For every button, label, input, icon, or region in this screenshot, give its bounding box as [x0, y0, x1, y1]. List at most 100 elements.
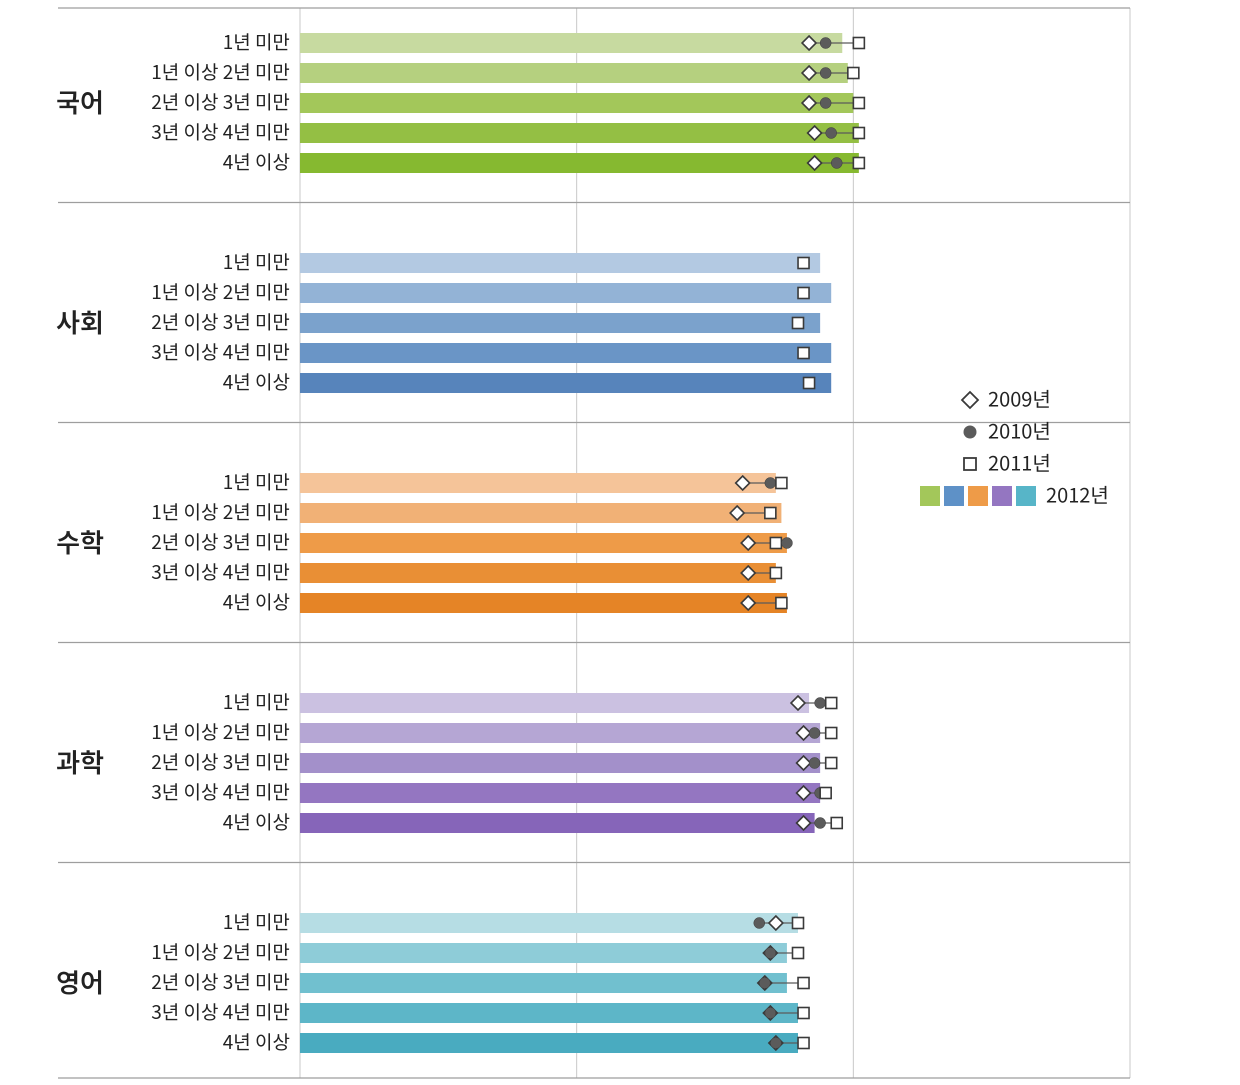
- marker-2010: [759, 978, 770, 989]
- row-label: 1년 이상 2년 미만: [151, 278, 290, 305]
- row-label: 4년 이상: [223, 148, 290, 175]
- marker-2011: [820, 788, 831, 799]
- bar-2012: [300, 943, 787, 963]
- legend-icon-2011: [964, 458, 976, 470]
- bar-2012: [300, 753, 820, 773]
- row-label: 1년 미만: [223, 468, 290, 495]
- marker-2011: [793, 318, 804, 329]
- row-label: 2년 이상 3년 미만: [151, 88, 290, 115]
- row-label: 1년 미만: [223, 688, 290, 715]
- group-label: 영어: [56, 963, 104, 1000]
- legend-swatch-2012: [992, 486, 1012, 506]
- row-label: 1년 미만: [223, 28, 290, 55]
- marker-2011: [776, 478, 787, 489]
- row-label: 4년 이상: [223, 1028, 290, 1055]
- legend-swatch-2012: [944, 486, 964, 506]
- bar-2012: [300, 93, 853, 113]
- marker-2011: [853, 158, 864, 169]
- row-label: 1년 이상 2년 미만: [151, 498, 290, 525]
- marker-2011: [770, 568, 781, 579]
- bar-2012: [300, 693, 809, 713]
- bar-2012: [300, 63, 848, 83]
- marker-2010: [820, 68, 831, 79]
- row-label: 4년 이상: [223, 368, 290, 395]
- marker-2011: [770, 538, 781, 549]
- marker-2011: [776, 598, 787, 609]
- marker-2010: [826, 128, 837, 139]
- bar-2012: [300, 123, 859, 143]
- group-label: 과학: [56, 743, 104, 780]
- marker-2011: [793, 918, 804, 929]
- bar-2012: [300, 1033, 798, 1053]
- marker-2010: [809, 728, 820, 739]
- bar-2012: [300, 503, 781, 523]
- marker-2011: [798, 348, 809, 359]
- marker-2011: [826, 698, 837, 709]
- row-label: 3년 이상 4년 미만: [151, 338, 290, 365]
- legend-icon-2010: [964, 426, 977, 439]
- bar-2012: [300, 593, 787, 613]
- marker-2011: [826, 728, 837, 739]
- marker-2010: [815, 698, 826, 709]
- marker-2010: [820, 98, 831, 109]
- bar-2012: [300, 813, 815, 833]
- bar-2012: [300, 533, 787, 553]
- bar-2012: [300, 783, 820, 803]
- bar-2012: [300, 563, 776, 583]
- bar-2012: [300, 973, 787, 993]
- bar-2012: [300, 33, 842, 53]
- row-label: 3년 이상 4년 미만: [151, 998, 290, 1025]
- marker-2010: [765, 478, 776, 489]
- marker-2010: [765, 1008, 776, 1019]
- marker-2011: [798, 258, 809, 269]
- marker-2010: [765, 948, 776, 959]
- marker-2011: [765, 508, 776, 519]
- marker-2011: [793, 948, 804, 959]
- marker-2010: [820, 38, 831, 49]
- marker-2011: [798, 1008, 809, 1019]
- bar-2012: [300, 343, 831, 363]
- marker-2011: [798, 978, 809, 989]
- row-label: 2년 이상 3년 미만: [151, 528, 290, 555]
- bar-2012: [300, 253, 820, 273]
- row-label: 3년 이상 4년 미만: [151, 118, 290, 145]
- row-label: 3년 이상 4년 미만: [151, 778, 290, 805]
- legend-swatch-2012: [968, 486, 988, 506]
- row-label: 2년 이상 3년 미만: [151, 308, 290, 335]
- legend-label: 2011년: [988, 447, 1051, 476]
- marker-2011: [826, 758, 837, 769]
- row-label: 3년 이상 4년 미만: [151, 558, 290, 585]
- row-label: 1년 이상 2년 미만: [151, 938, 290, 965]
- group-label: 국어: [56, 83, 104, 120]
- marker-2010: [831, 158, 842, 169]
- group-label: 수학: [56, 523, 104, 560]
- row-label: 2년 이상 3년 미만: [151, 748, 290, 775]
- row-label: 1년 미만: [223, 908, 290, 935]
- bar-2012: [300, 473, 776, 493]
- marker-2011: [798, 288, 809, 299]
- marker-2010: [809, 758, 820, 769]
- marker-2010: [754, 918, 765, 929]
- legend-label: 2010년: [988, 415, 1051, 444]
- marker-2010: [781, 538, 792, 549]
- marker-2011: [853, 98, 864, 109]
- bar-2012: [300, 283, 831, 303]
- legend-swatch-2012: [1016, 486, 1036, 506]
- marker-2011: [804, 378, 815, 389]
- marker-2011: [831, 818, 842, 829]
- bar-2012: [300, 153, 859, 173]
- bar-2012: [300, 913, 798, 933]
- legend-label: 2012년: [1046, 479, 1109, 508]
- bar-2012: [300, 313, 820, 333]
- marker-2011: [848, 68, 859, 79]
- legend-swatch-2012: [920, 486, 940, 506]
- marker-2011: [853, 38, 864, 49]
- marker-2011: [798, 1038, 809, 1049]
- group-label: 사회: [56, 303, 104, 340]
- row-label: 1년 이상 2년 미만: [151, 718, 290, 745]
- legend-label: 2009년: [988, 383, 1051, 412]
- row-label: 2년 이상 3년 미만: [151, 968, 290, 995]
- marker-2010: [815, 818, 826, 829]
- row-label: 1년 미만: [223, 248, 290, 275]
- row-label: 1년 이상 2년 미만: [151, 58, 290, 85]
